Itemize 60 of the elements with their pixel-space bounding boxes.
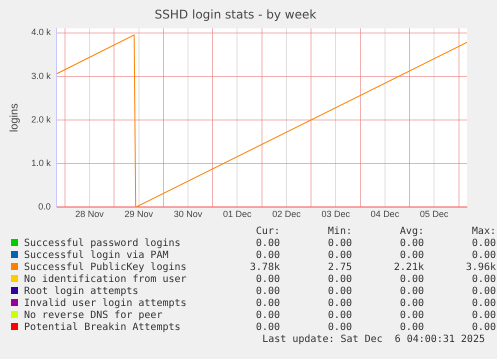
y-tick-label: 4.0 k bbox=[31, 27, 52, 38]
text: 0.00 bbox=[398, 250, 424, 262]
text: 0.00 bbox=[326, 298, 352, 310]
text: 0.00 bbox=[254, 250, 280, 262]
text: 0.00 bbox=[470, 322, 496, 334]
text: 0.00 bbox=[326, 250, 352, 262]
legend-label: Successful password logins bbox=[23, 238, 182, 250]
text: Last update: Sat Dec 6 04:00:31 2025 bbox=[262, 334, 485, 345]
text: 0.00 bbox=[398, 298, 424, 310]
text: 0.00 bbox=[254, 310, 280, 322]
x-tick-label: 28 Nov bbox=[75, 209, 104, 220]
x-tick-label: 03 Dec bbox=[321, 209, 350, 220]
x-tick-label: 29 Nov bbox=[124, 209, 154, 220]
legend-label: Root login attempts bbox=[23, 286, 140, 298]
text: 0.00 bbox=[326, 322, 352, 334]
text: 0.00 bbox=[326, 286, 352, 298]
text: 0.00 bbox=[326, 274, 352, 286]
text: 0.00 bbox=[398, 274, 424, 286]
x-tick-label: 02 Dec bbox=[272, 209, 302, 220]
text: 0.00 bbox=[398, 238, 424, 250]
text: 0.00 bbox=[470, 298, 496, 310]
text: 3.96k bbox=[464, 262, 496, 274]
legend-label: No reverse DNS for peer bbox=[23, 310, 164, 322]
text: Avg: bbox=[398, 226, 424, 238]
text: 3.78k bbox=[248, 262, 280, 274]
text: 0.00 bbox=[326, 310, 352, 322]
chart-title: SSHD login stats - by week bbox=[154, 7, 316, 22]
text: 0.00 bbox=[254, 238, 280, 250]
y-tick-label: 0.0 bbox=[38, 202, 51, 212]
legend-label: Successful login via PAM bbox=[23, 250, 170, 262]
text: 0.00 bbox=[470, 274, 496, 286]
text: Min: bbox=[326, 226, 352, 238]
y-tick-label: 3.0 k bbox=[31, 70, 52, 81]
x-tick-label: 30 Nov bbox=[174, 209, 203, 220]
legend-label: Invalid user login attempts bbox=[23, 298, 188, 310]
text: 0.00 bbox=[470, 250, 496, 262]
text: 0.00 bbox=[254, 322, 280, 334]
text: 0.00 bbox=[398, 322, 424, 334]
x-tick-label: 04 Dec bbox=[370, 209, 400, 220]
text: 0.00 bbox=[254, 274, 280, 286]
text: Cur: bbox=[254, 226, 280, 238]
text: 2.75 bbox=[326, 262, 352, 274]
text: 0.00 bbox=[470, 286, 496, 298]
text: 0.00 bbox=[254, 298, 280, 310]
y-tick-label: 1.0 k bbox=[31, 158, 52, 168]
legend-label: Successful PublicKey logins bbox=[23, 262, 188, 274]
legend-label: No identification from user bbox=[23, 274, 188, 286]
legend-label: Potential Breakin Attempts bbox=[23, 322, 182, 334]
text: 0.00 bbox=[326, 238, 352, 250]
text: Max: bbox=[470, 226, 496, 238]
text: 0.00 bbox=[398, 310, 424, 322]
x-tick-label: 01 Dec bbox=[222, 209, 252, 220]
text: 0.00 bbox=[398, 286, 424, 298]
y-axis-title: logins bbox=[8, 102, 21, 132]
text: 2.21k bbox=[392, 262, 424, 274]
y-tick-label: 2.0 k bbox=[31, 114, 52, 124]
x-tick-label: 05 Dec bbox=[420, 209, 449, 220]
text: 0.00 bbox=[254, 286, 280, 298]
text: 0.00 bbox=[470, 238, 496, 250]
text: 0.00 bbox=[470, 310, 496, 322]
